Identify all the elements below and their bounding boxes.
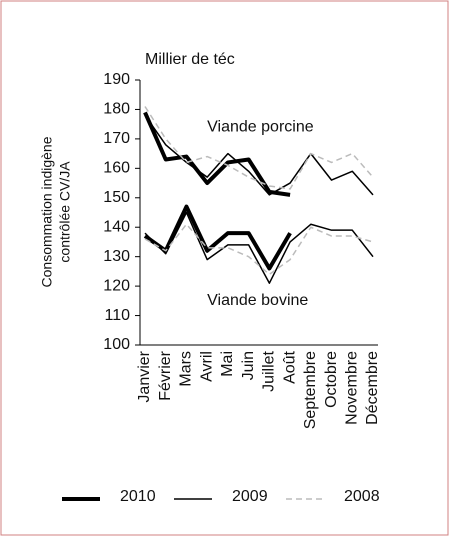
y-axis-label: contrôlée CV/JA <box>57 161 73 263</box>
x-tick-label: Mai <box>219 351 236 377</box>
x-tick-label: Avril <box>198 351 215 382</box>
x-tick-label: Juillet <box>261 350 278 391</box>
legend-label: 2008 <box>344 488 380 505</box>
x-tick-label: Octobre <box>323 351 340 408</box>
x-tick-label: Novembre <box>343 351 360 425</box>
series-line <box>144 223 374 276</box>
series-line <box>143 111 291 197</box>
y-tick-label: 150 <box>103 189 130 206</box>
y-tick-label: 180 <box>103 101 130 118</box>
y-tick-label: 120 <box>103 277 130 294</box>
legend-label: 2009 <box>232 488 268 505</box>
legend-label: 2010 <box>120 488 156 505</box>
x-tick-label: Août <box>281 350 298 383</box>
x-tick-label: Janvier <box>136 350 153 402</box>
x-tick-label: Décembre <box>364 351 381 425</box>
series-line <box>144 106 374 190</box>
unit-label: Millier de téc <box>145 51 235 68</box>
x-tick-label: Mars <box>178 351 195 387</box>
annotation: Viande porcine <box>207 118 314 135</box>
x-tick-label: Février <box>157 350 174 400</box>
y-tick-label: 170 <box>103 130 130 147</box>
y-tick-label: 100 <box>103 336 130 353</box>
y-tick-label: 160 <box>103 160 130 177</box>
y-tick-label: 190 <box>103 71 130 88</box>
series-line <box>144 211 374 284</box>
annotation: Viande bovine <box>207 292 308 309</box>
y-tick-label: 140 <box>103 218 130 235</box>
y-tick-label: 130 <box>103 248 130 265</box>
x-tick-label: Juin <box>240 351 257 380</box>
y-tick-label: 110 <box>104 307 130 324</box>
y-axis-label: Consommation indigène <box>39 136 55 287</box>
series-line <box>143 204 292 271</box>
x-tick-label: Septembre <box>302 351 319 429</box>
